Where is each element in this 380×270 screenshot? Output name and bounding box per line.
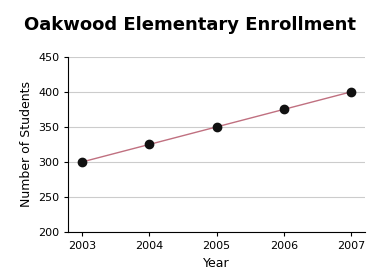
Text: Oakwood Elementary Enrollment: Oakwood Elementary Enrollment [24, 16, 356, 34]
Y-axis label: Number of Students: Number of Students [20, 82, 33, 207]
X-axis label: Year: Year [203, 257, 230, 270]
